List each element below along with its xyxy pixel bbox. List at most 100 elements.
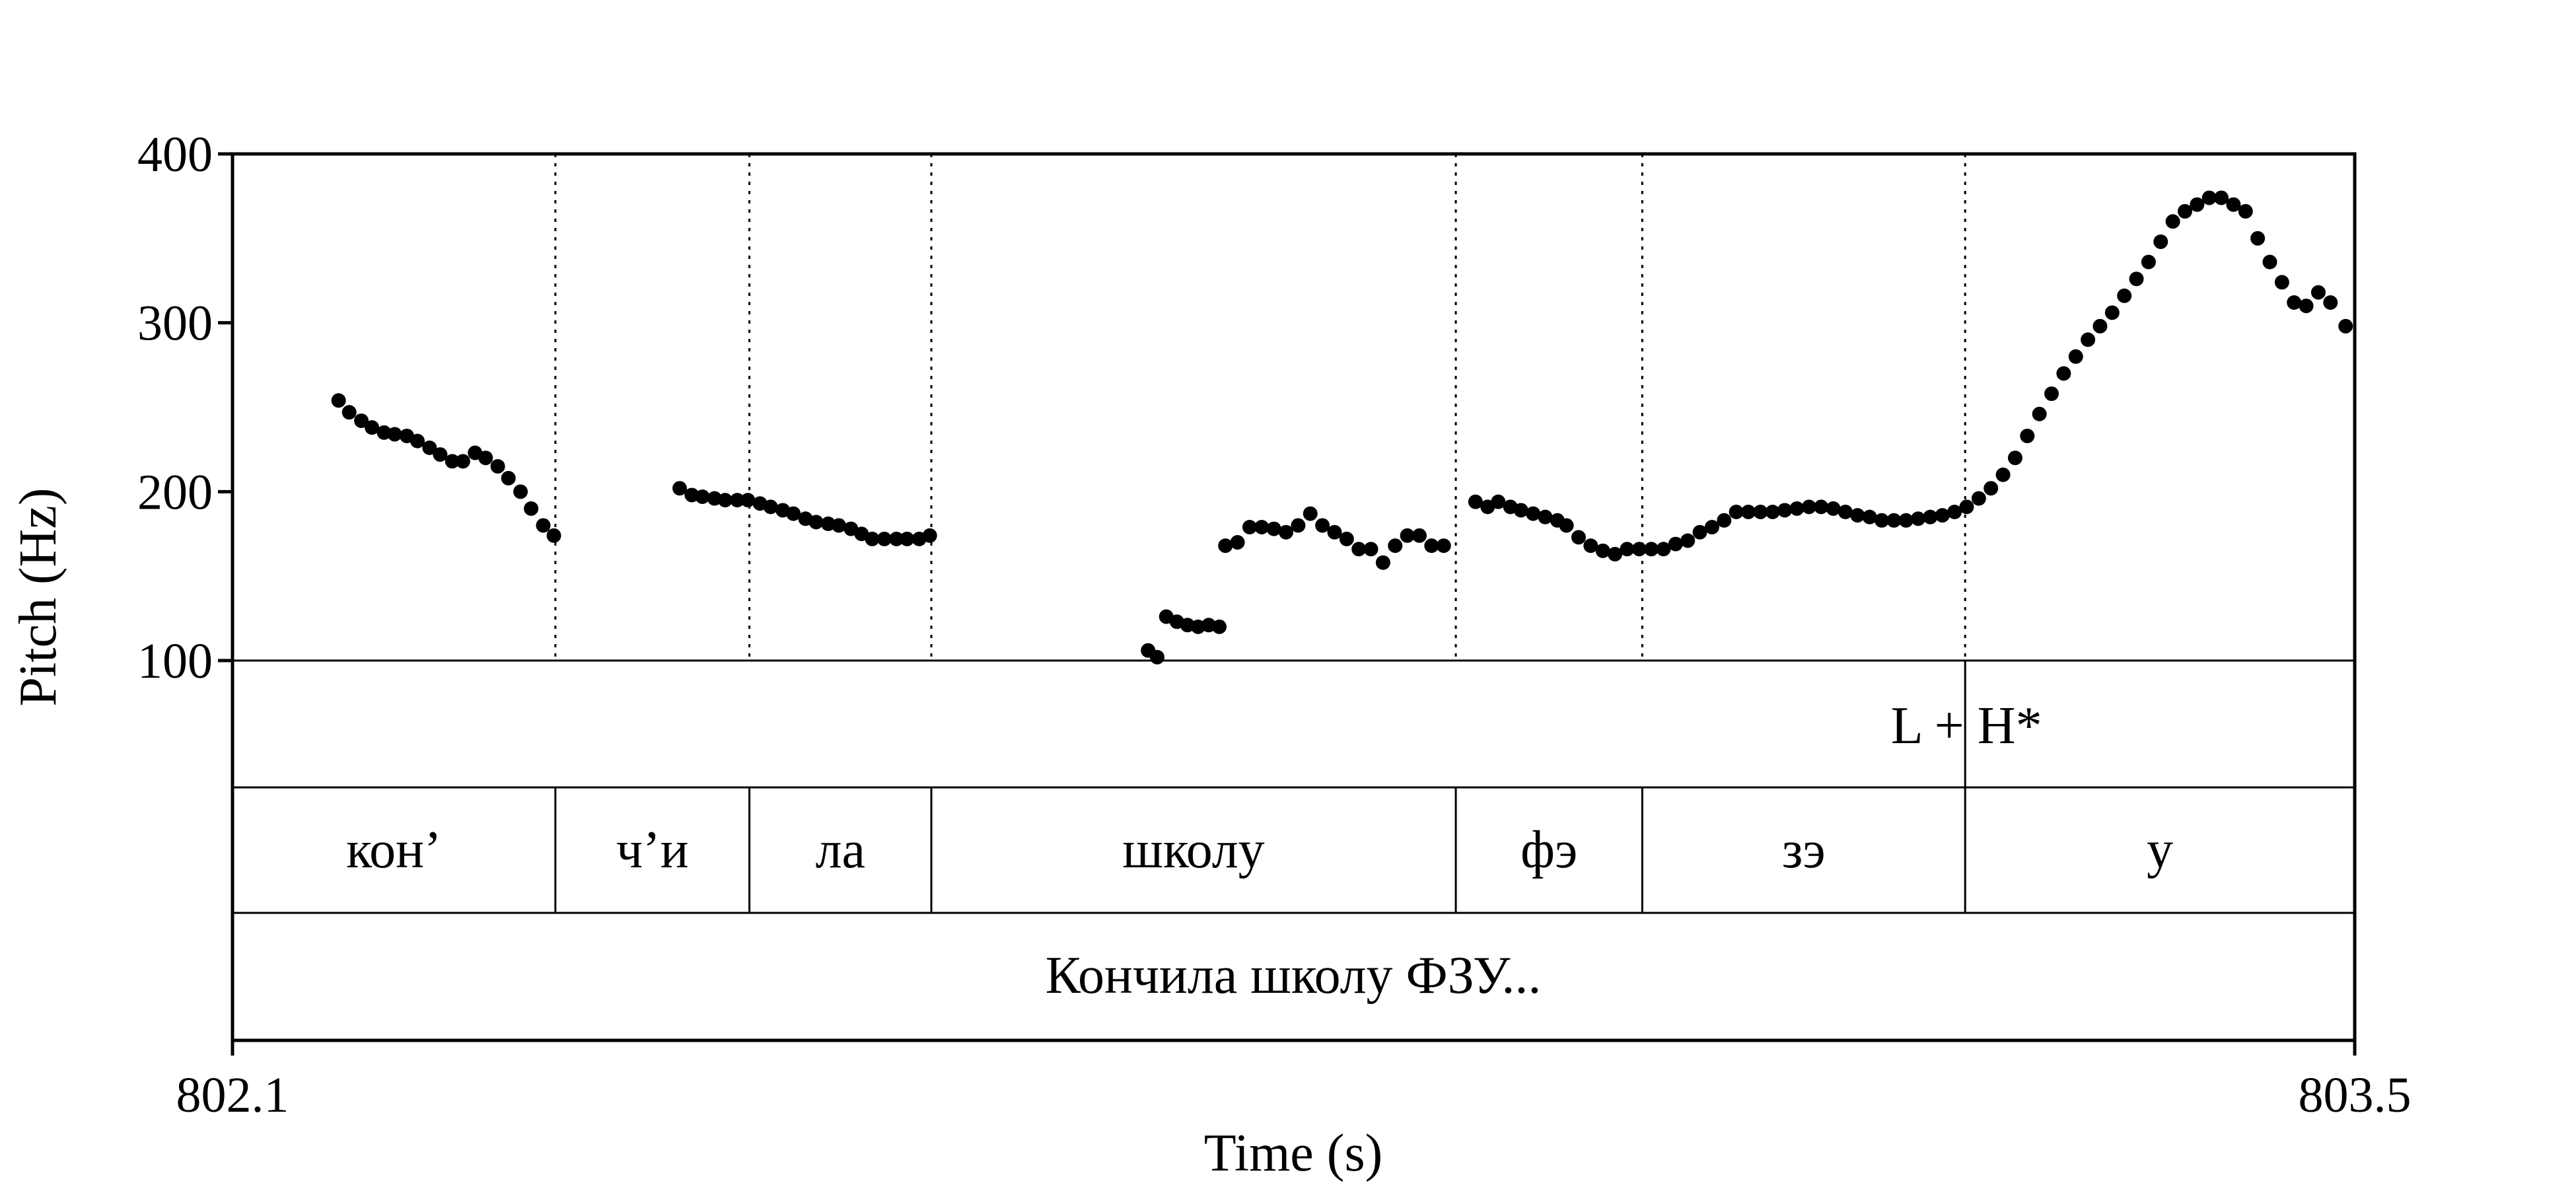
pitch-point-5-4 <box>1254 520 1270 535</box>
pitch-point-5-3 <box>1242 520 1257 535</box>
syllable-label-4: школу <box>1122 821 1264 879</box>
y-axis-title: Pitch (Hz) <box>9 487 67 706</box>
sentence-label: Кончила школу ФЗУ... <box>1046 947 1542 1005</box>
pitch-point-6-64 <box>2226 197 2241 212</box>
pitch-point-6-35 <box>1874 513 1889 528</box>
pitch-point-4-6 <box>1212 619 1227 634</box>
pitch-point-2-19 <box>877 531 892 546</box>
pitch-point-5-18 <box>1424 538 1439 554</box>
pitch-point-6-50 <box>2056 366 2071 381</box>
pitch-point-6-54 <box>2104 305 2120 320</box>
pitch-point-6-68 <box>2274 275 2289 290</box>
pitch-point-5-16 <box>1400 528 1415 543</box>
pitch-point-6-42 <box>1959 499 1974 515</box>
pitch-point-1-19 <box>536 518 551 533</box>
pitch-point-6-58 <box>2153 234 2168 249</box>
pitch-point-6-55 <box>2117 288 2132 303</box>
pitch-point-6-71 <box>2310 285 2326 300</box>
pitch-point-1-9 <box>422 440 437 455</box>
pitch-point-6-13 <box>1608 546 1623 561</box>
pitch-point-3-2 <box>1149 649 1164 665</box>
pitch-point-1-3 <box>354 413 369 428</box>
pitch-point-6-30 <box>1814 499 1829 515</box>
pitch-point-2-3 <box>695 489 710 505</box>
pitch-point-5-12 <box>1351 542 1367 557</box>
pitch-point-6-6 <box>1526 506 1541 521</box>
pitch-point-6-59 <box>2165 214 2180 229</box>
pitch-point-6-52 <box>2081 332 2096 347</box>
syllable-label-7: у <box>2147 821 2173 879</box>
pitch-point-1-16 <box>501 470 516 486</box>
pitch-point-5-11 <box>1339 531 1354 546</box>
syllable-label-3: ла <box>816 821 865 879</box>
pitch-point-6-70 <box>2299 299 2314 314</box>
pitch-point-6-62 <box>2201 190 2217 205</box>
pitch-point-5-2 <box>1230 535 1245 550</box>
pitch-point-6-26 <box>1765 505 1780 520</box>
pitch-point-5-9 <box>1315 518 1330 533</box>
pitch-point-2-13 <box>808 515 824 530</box>
pitch-point-2-6 <box>730 493 745 508</box>
pitch-point-6-19 <box>1680 533 1696 548</box>
y-tick-label-300: 300 <box>137 296 213 351</box>
pitch-point-6-3 <box>1491 494 1506 509</box>
pitch-point-1-17 <box>513 484 528 499</box>
pitch-point-6-22 <box>1717 513 1732 528</box>
pitch-point-6-1 <box>1468 494 1483 509</box>
pitch-point-2-21 <box>900 531 915 546</box>
pitch-point-1-1 <box>331 393 346 408</box>
pitch-point-6-20 <box>1692 524 1707 540</box>
pitch-point-1-20 <box>546 528 561 543</box>
pitch-point-6-66 <box>2250 231 2266 246</box>
syllable-label-1: кон’ <box>346 821 441 879</box>
pitch-point-6-21 <box>1704 520 1719 535</box>
tone-label: L + H* <box>1891 697 2042 755</box>
pitch-point-6-28 <box>1789 501 1805 516</box>
pitch-point-6-73 <box>2338 318 2353 334</box>
pitch-point-6-25 <box>1753 505 1768 520</box>
boundary-lines <box>554 154 1966 661</box>
y-tick-label-400: 400 <box>137 127 213 182</box>
pitch-point-6-45 <box>1995 467 2011 482</box>
pitch-point-6-34 <box>1862 509 1877 524</box>
pitch-point-6-24 <box>1741 505 1756 520</box>
pitch-point-2-20 <box>889 531 904 546</box>
y-tick-label-200: 200 <box>137 464 213 520</box>
pitch-point-5-8 <box>1303 506 1318 521</box>
pitch-point-6-61 <box>2190 197 2205 212</box>
pitch-point-2-23 <box>922 528 937 543</box>
syllable-label-5: фэ <box>1521 821 1577 879</box>
pitch-point-6-9 <box>1559 518 1574 533</box>
pitch-point-6-67 <box>2262 254 2277 270</box>
pitch-point-6-56 <box>2129 271 2144 287</box>
pitch-point-6-39 <box>1923 509 1938 524</box>
pitch-point-6-43 <box>1971 491 1986 506</box>
pitch-point-5-1 <box>1218 538 1233 554</box>
pitch-point-1-2 <box>341 405 357 420</box>
pitch-point-5-14 <box>1375 555 1390 570</box>
pitch-point-6-65 <box>2238 203 2253 219</box>
y-axis-ticks: 100 200 300 400 <box>137 127 233 689</box>
pitch-point-1-12 <box>455 454 470 469</box>
pitch-point-1-6 <box>387 427 402 442</box>
pitch-point-5-10 <box>1327 524 1342 540</box>
syllable-label-6: зэ <box>1782 821 1826 879</box>
pitch-point-6-15 <box>1631 542 1647 557</box>
x-axis-title: Time (s) <box>1204 1124 1382 1182</box>
pitch-point-6-40 <box>1935 508 1950 523</box>
syllable-tier: кон’ ч’и ла школу фэ зэ у <box>346 787 2173 913</box>
pitch-point-2-7 <box>740 493 756 508</box>
pitch-point-1-11 <box>445 454 460 469</box>
pitch-point-2-18 <box>865 531 880 546</box>
syllable-label-2: ч’и <box>616 821 689 879</box>
pitch-point-6-29 <box>1801 499 1816 515</box>
pitch-point-6-27 <box>1777 503 1793 518</box>
pitch-point-6-32 <box>1838 505 1853 520</box>
pitch-point-6-17 <box>1656 542 1671 557</box>
pitch-point-6-69 <box>2287 295 2302 310</box>
pitch-point-2-1 <box>672 481 688 496</box>
pitch-point-2-11 <box>786 506 801 521</box>
pitch-point-5-6 <box>1279 524 1294 540</box>
pitch-point-6-10 <box>1571 530 1586 545</box>
y-tick-label-100: 100 <box>137 633 213 689</box>
